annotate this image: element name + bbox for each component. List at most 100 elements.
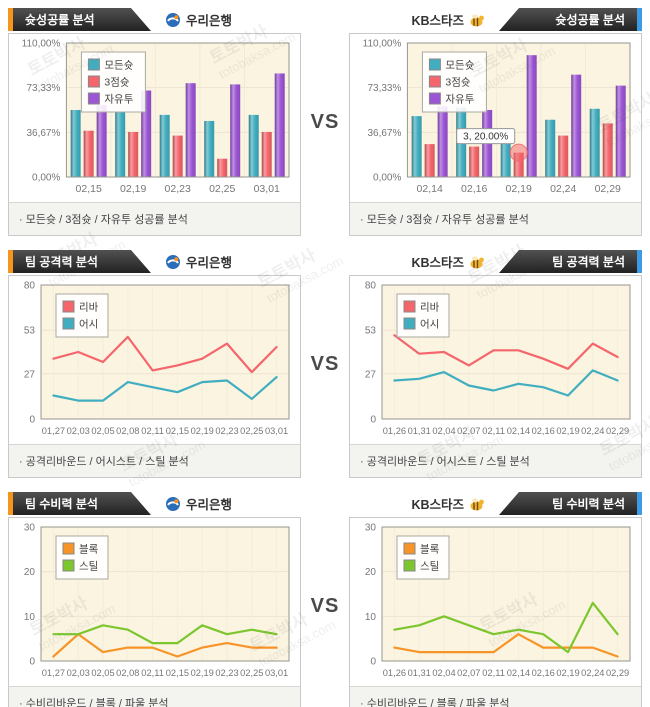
- y-tick-label: 53: [365, 326, 377, 337]
- x-tick-label: 02,29: [606, 668, 629, 678]
- vs-label: VS: [310, 594, 340, 617]
- x-tick-label: 02,16: [461, 183, 487, 195]
- x-tick-label: 01,27: [42, 668, 65, 678]
- defense-chart-woori[interactable]: 30 20 10 0 01,27 02,03 02,05 02,08 02,11 02,15 02,…: [9, 518, 300, 686]
- y-tick-label: 110,00%: [22, 39, 61, 50]
- section-tab-label: 팀 수비력 분석: [552, 497, 625, 511]
- x-tick-label: 02,23: [165, 183, 191, 195]
- x-tick-label: 02,24: [581, 426, 604, 436]
- accent-bar: [8, 250, 13, 273]
- y-tick-label: 0: [370, 415, 376, 426]
- x-tick-label: 02,11: [141, 668, 164, 678]
- legend-label: 자유투: [104, 94, 133, 106]
- x-tick-label: 02,14: [417, 183, 443, 195]
- team-label: 우리은행: [165, 492, 232, 515]
- legend-label: 어시: [420, 319, 439, 331]
- line-series: [393, 369, 619, 397]
- bar: [411, 116, 422, 177]
- y-tick-label: 36,67%: [26, 128, 60, 139]
- offense-chart-kb[interactable]: 80 53 27 0 01,26 01,31 02,04 02,07 02,11 02,14 02,…: [350, 276, 641, 444]
- x-tick-label: 02,14: [507, 426, 530, 436]
- x-tick-label: 03,01: [265, 668, 288, 678]
- highlight-marker: [509, 143, 528, 162]
- bar: [274, 73, 285, 177]
- accent-bar: [637, 250, 642, 273]
- x-tick-label: 01,31: [408, 426, 431, 436]
- offense-chart-woori[interactable]: 80 53 27 0 01,27 02,03 02,05 02,08 02,11 02,15 02,…: [9, 276, 300, 444]
- bar: [615, 85, 626, 177]
- bar: [248, 114, 259, 177]
- legend-label: 블록: [420, 544, 440, 556]
- team-name: KB스타즈: [411, 256, 464, 270]
- section-tab: 팀 공격력 분석: [13, 250, 151, 273]
- x-tick-label: 02,08: [116, 426, 139, 436]
- section-tab: 슛성공률 분석: [13, 8, 151, 31]
- chart-panel: 30 20 10 0 01,27 02,03 02,05 02,08 02,11 02,15 02,…: [8, 517, 301, 707]
- kb-stars-logo-icon: [469, 496, 485, 512]
- x-tick-label: 02,19: [191, 668, 214, 678]
- header-left: 슛성공률 분석 우리은행: [8, 8, 301, 31]
- cell-woori-shot: 슛성공률 분석 우리은행 110,00% 73,33% 36,67% 0,00% 02,…: [8, 8, 301, 236]
- defense-chart-kb[interactable]: 30 20 10 0 01,26 01,31 02,04 02,07 02,11 02,14 02,…: [350, 518, 641, 686]
- chart-caption: · 모든슛 / 3점슛 / 자유투 성공률 분석: [350, 202, 641, 235]
- vs-label: VS: [310, 352, 340, 375]
- team-label: 우리은행: [165, 250, 232, 273]
- line-series: [393, 633, 619, 658]
- accent-bar: [8, 492, 13, 515]
- y-tick-label: 53: [24, 326, 36, 337]
- woori-bank-logo-icon: [165, 496, 181, 512]
- bar: [96, 105, 107, 177]
- kb-stars-logo-icon: [469, 12, 485, 28]
- section-tab: 슛성공률 분석: [499, 8, 637, 31]
- x-tick-label: 02,05: [91, 426, 114, 436]
- x-tick-label: 02,08: [116, 668, 139, 678]
- section-tab-label: 팀 수비력 분석: [25, 497, 98, 511]
- shot-success-chart-kb[interactable]: 110,00% 73,33% 36,67% 0,00% 02,14 02,16 02,19 0…: [350, 34, 641, 202]
- chart-tooltip: 3, 20.00%: [456, 128, 516, 145]
- y-tick-label: 20: [365, 567, 377, 578]
- y-tick-label: 30: [365, 523, 377, 534]
- cell-kb-shot: KB스타즈 슛성공률 분석 110,00% 73,33% 36,67% 0,00% 02…: [349, 8, 642, 236]
- bar: [141, 90, 152, 177]
- bar: [526, 55, 537, 177]
- team-name: 우리은행: [186, 256, 233, 270]
- cell-woori-defense: 팀 수비력 분석 우리은행 30 20 10 0 01,27 02,03 02,05 02,0…: [8, 492, 301, 707]
- y-tick-label: 0: [29, 415, 35, 426]
- accent-bar: [637, 8, 642, 31]
- cell-woori-offense: 팀 공격력 분석 우리은행 80 53 27 0 01,27 02,03 02,05 02,0…: [8, 250, 301, 478]
- bar: [70, 110, 81, 177]
- chart-panel: 30 20 10 0 01,26 01,31 02,04 02,07 02,11 02,14 02,…: [349, 517, 642, 707]
- cell-kb-offense: KB스타즈 팀 공격력 분석 80 53 27 0 01,26 01,31 02,04 02,…: [349, 250, 642, 478]
- bar: [571, 74, 582, 177]
- x-tick-label: 01,26: [383, 426, 406, 436]
- y-tick-label: 0,00%: [373, 173, 401, 184]
- x-tick-label: 03,01: [254, 183, 280, 195]
- accent-bar: [637, 492, 642, 515]
- x-tick-label: 02,19: [556, 426, 579, 436]
- legend-label: 3점슛: [445, 77, 470, 89]
- legend-label: 스틸: [420, 560, 439, 573]
- x-tick-label: 02,29: [595, 183, 621, 195]
- y-tick-label: 27: [24, 369, 36, 380]
- section-tab: 팀 수비력 분석: [13, 492, 151, 515]
- legend-label: 리바: [420, 302, 440, 314]
- bar: [424, 144, 435, 177]
- line-series: [393, 601, 619, 654]
- vs-label: VS: [310, 110, 340, 133]
- bar: [469, 146, 480, 177]
- shot-success-chart-woori[interactable]: 110,00% 73,33% 36,67% 0,00% 02,15 02,19 02,23 0…: [9, 34, 300, 202]
- legend-label: 모든슛: [445, 60, 474, 72]
- team-label: KB스타즈: [411, 492, 485, 515]
- chart-caption: · 수비리바운드 / 블록 / 파울 분석: [350, 686, 641, 707]
- chart-svg: 110,00% 73,33% 36,67% 0,00% 02,15 02,19 02,23 0…: [22, 39, 290, 195]
- x-tick-label: 02,25: [209, 183, 235, 195]
- cell-kb-defense: KB스타즈 팀 수비력 분석 30 20 10 0 01,26 01,31 02,04 02,…: [349, 492, 642, 707]
- x-tick-label: 02,19: [506, 183, 532, 195]
- bar: [172, 135, 183, 177]
- legend-label: 스틸: [79, 560, 98, 573]
